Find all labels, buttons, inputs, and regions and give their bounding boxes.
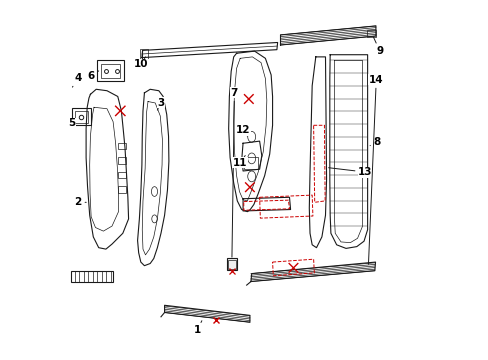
Bar (118, 157, 125, 164)
Bar (118, 186, 125, 193)
Text: 13: 13 (328, 167, 372, 177)
Bar (75, 111, 88, 123)
Text: 2: 2 (74, 197, 86, 207)
Text: 7: 7 (230, 88, 238, 257)
Text: 5: 5 (68, 118, 75, 128)
Text: 4: 4 (72, 73, 81, 87)
Bar (227, 258, 237, 270)
Text: 9: 9 (373, 37, 383, 56)
Bar (72, 108, 91, 125)
Text: 14: 14 (367, 75, 383, 264)
Bar (140, 49, 148, 59)
Text: 10: 10 (133, 57, 148, 69)
Text: 12: 12 (235, 125, 250, 136)
Bar (366, 30, 375, 37)
Bar (118, 172, 125, 178)
Bar (118, 143, 125, 149)
Text: 3: 3 (157, 98, 164, 110)
Bar (228, 260, 236, 269)
Bar (101, 64, 120, 78)
Bar (71, 271, 113, 282)
Text: 1: 1 (193, 321, 202, 336)
Text: 8: 8 (369, 137, 380, 147)
Bar (244, 157, 258, 169)
Bar (97, 60, 123, 81)
Text: 11: 11 (232, 156, 247, 168)
Text: 6: 6 (88, 71, 99, 81)
